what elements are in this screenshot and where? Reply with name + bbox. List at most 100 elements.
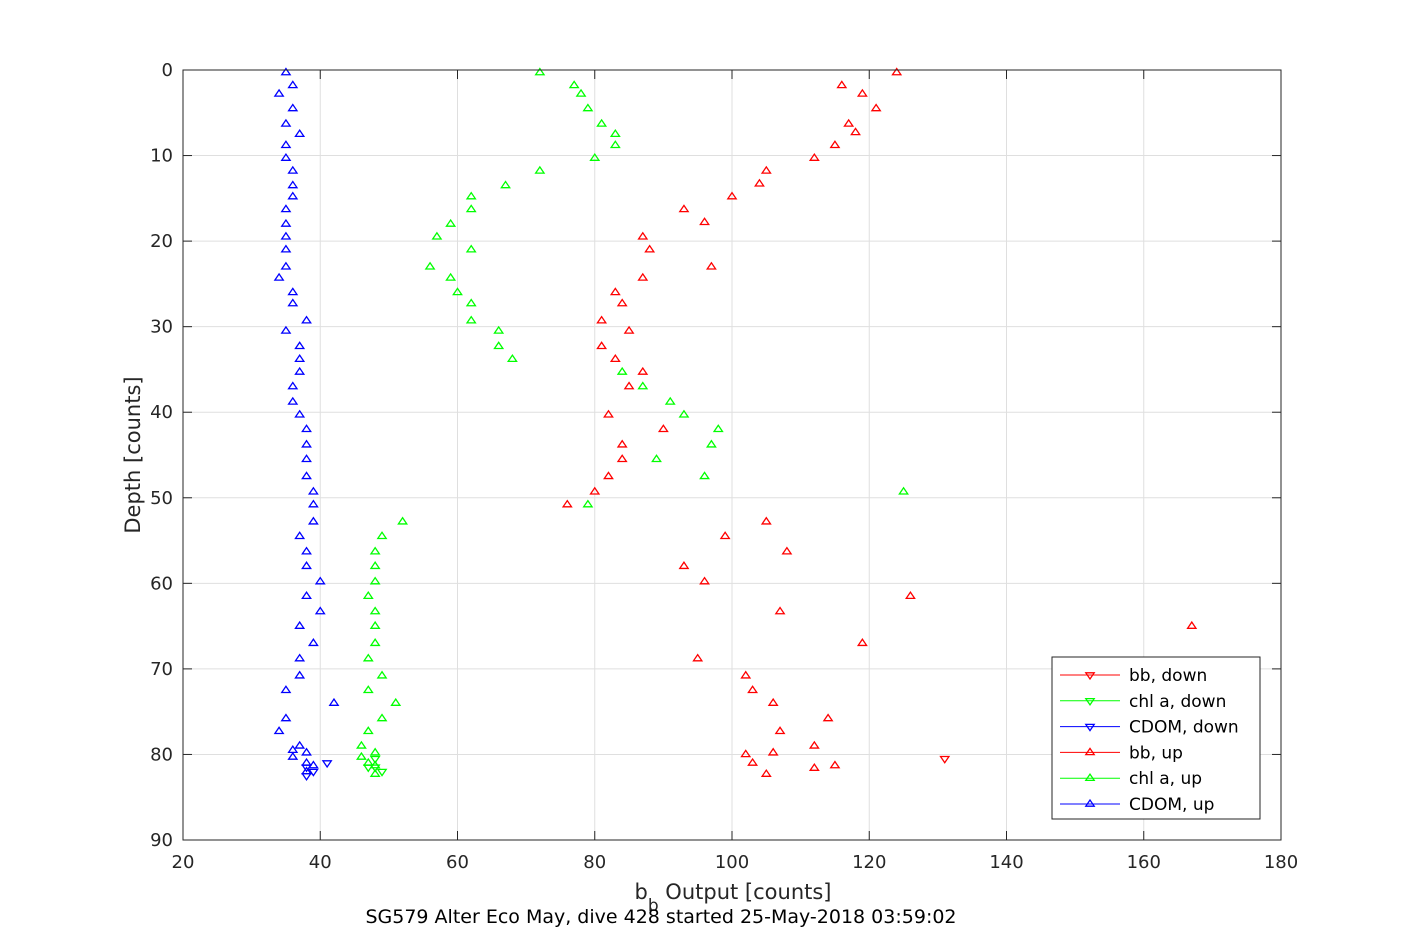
marker-cdom-up (307, 516, 319, 525)
marker-bb-up (719, 531, 731, 540)
y-axis-label: Depth [counts] (121, 376, 145, 533)
marker-cdom-up (328, 697, 340, 706)
marker-bb-up (891, 67, 903, 76)
marker-cdom-up (307, 499, 319, 508)
marker-chl-a-up (493, 325, 505, 334)
marker-cdom-up (294, 670, 306, 679)
marker-bb-up (637, 366, 649, 375)
legend-marker-chl-a-down (1084, 697, 1096, 706)
marker-bb-up (623, 325, 635, 334)
x-tick-label: 60 (446, 852, 469, 873)
marker-chl-a-up (465, 244, 477, 253)
marker-bb-up (616, 298, 628, 307)
y-tick-label: 10 (150, 146, 173, 167)
legend-marker-bb-up (1084, 747, 1096, 756)
marker-bb-up (609, 287, 621, 296)
marker-chl-a-up (575, 88, 587, 97)
marker-bb-up (850, 127, 861, 136)
marker-chl-a-up (664, 396, 676, 405)
marker-chl-a-up (534, 165, 546, 174)
marker-bb-up (678, 561, 690, 570)
marker-chl-a-up (362, 685, 374, 694)
marker-bb-up (905, 590, 916, 600)
marker-bb-up (774, 726, 786, 735)
marker-bb-up (760, 165, 772, 174)
marker-cdom-up (273, 272, 285, 281)
marker-cdom-up (294, 531, 306, 540)
marker-chl-a-up (362, 757, 374, 766)
marker-cdom-up (294, 620, 306, 629)
marker-chl-a-up (356, 751, 367, 760)
marker-chl-a-up (452, 287, 463, 296)
marker-bb-up (637, 272, 649, 281)
marker-cdom-up (287, 80, 299, 89)
marker-cdom-up (301, 454, 312, 463)
x-axis-label-subscript: b (648, 896, 659, 916)
marker-bb-up (829, 140, 841, 149)
marker-chl-a-up (712, 424, 724, 433)
x-tick-label: 80 (583, 852, 606, 873)
legend: bb, down chl a, down CDOM, down bb, up chl a… (1051, 656, 1261, 820)
marker-chl-a-up (589, 152, 601, 161)
marker-cdom-up (280, 152, 292, 161)
marker-chl-a-up (356, 740, 367, 749)
marker-bb-up (808, 152, 820, 161)
marker-chl-a-up (506, 353, 518, 363)
marker-cdom-up (301, 424, 312, 433)
marker-cdom-up (287, 298, 299, 307)
marker-cdom-up (287, 180, 299, 189)
legend-label-chl-a-up: chl a, up (1129, 769, 1202, 789)
x-tick-label: 160 (1127, 852, 1161, 873)
marker-bb-up (856, 638, 868, 647)
marker-bb-up (603, 471, 614, 480)
marker-cdom-up (287, 287, 299, 296)
marker-cdom-up (280, 231, 292, 240)
legend-marker-cdom-down (1084, 723, 1096, 732)
marker-bb-up (1186, 620, 1198, 629)
marker-chl-a-up (609, 128, 621, 138)
marker-chl-a-up (705, 439, 717, 448)
legend-marker-bb-down (1084, 672, 1096, 681)
marker-bb-up (870, 103, 882, 112)
marker-chl-a-up (445, 272, 457, 281)
marker-bb-up (616, 439, 628, 448)
marker-chl-a-up (362, 653, 374, 662)
marker-chl-a-up (596, 118, 608, 127)
marker-cdom-up (280, 713, 292, 722)
legend-box (1051, 656, 1261, 820)
marker-chl-a-up (362, 726, 374, 735)
marker-bb-up (589, 486, 601, 495)
marker-chl-a-up (369, 768, 381, 777)
x-axis-label-rest: Output [counts] (659, 880, 832, 904)
marker-cdom-up (287, 103, 299, 112)
marker-bb-up (808, 762, 820, 771)
marker-bb-up (616, 454, 628, 463)
marker-cdom-up (314, 576, 326, 585)
marker-bb-up (781, 546, 793, 555)
chart-caption: SG579 Alter Eco May, dive 428 started 25… (365, 906, 956, 928)
marker-cdom-up (301, 757, 312, 766)
marker-chl-a-up (376, 670, 388, 679)
marker-bb-up (747, 757, 759, 766)
marker-chl-a-up (465, 204, 477, 213)
marker-bb-up (699, 217, 710, 226)
marker-cdom-up (307, 486, 319, 495)
marker-chl-a-up (500, 180, 511, 189)
legend-label-cdom-up: CDOM, up (1129, 795, 1214, 815)
marker-cdom-up (307, 760, 319, 769)
marker-bb-up (767, 697, 779, 706)
legend-marker-chl-a-up (1084, 773, 1096, 782)
marker-chl-a-up (397, 516, 409, 525)
marker-cdom-up (294, 409, 306, 418)
legend-marker-cdom-up (1084, 798, 1096, 807)
marker-cdom-up (280, 261, 292, 270)
marker-cdom-up (301, 546, 312, 555)
marker-bb-up (856, 88, 868, 97)
x-tick-label: 180 (1264, 852, 1298, 873)
marker-bb-up (699, 576, 710, 585)
marker-cdom-up (294, 128, 306, 138)
marker-chl-a-up (582, 499, 594, 508)
marker-bb-up (644, 244, 656, 253)
marker-bb-up (747, 685, 759, 694)
marker-bb-up (623, 381, 635, 390)
